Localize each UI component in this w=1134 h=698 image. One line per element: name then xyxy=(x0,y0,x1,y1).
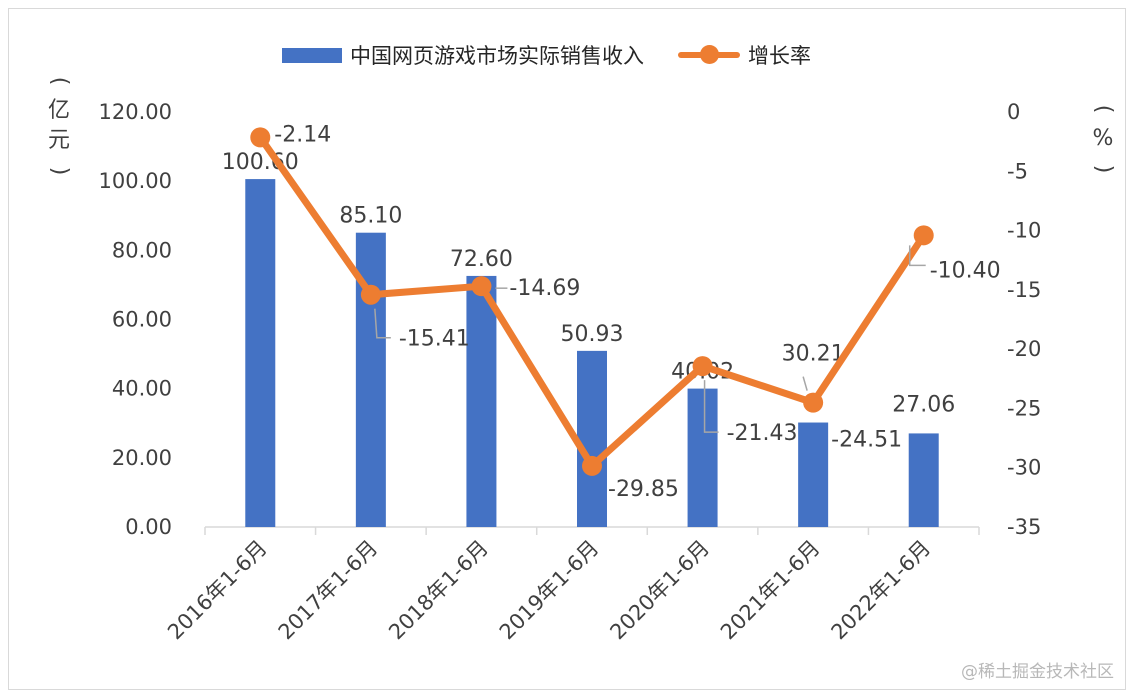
x-category-label: 2019年1-6月 xyxy=(495,536,604,645)
x-category-label: 2020年1-6月 xyxy=(605,536,714,645)
growth-point-label: -21.43 xyxy=(727,421,798,446)
watermark: @稀土掘金技术社区 xyxy=(961,662,1114,682)
y-left-tick-label: 100.00 xyxy=(99,169,172,193)
revenue-bar-label: 72.60 xyxy=(450,247,513,272)
y-left-tick-label: 40.00 xyxy=(112,377,172,401)
y-right-tick-label: -5 xyxy=(1007,159,1028,183)
chart-frame xyxy=(8,8,1126,690)
y-left-tick-label: 0.00 xyxy=(125,515,172,539)
legend-line-swatch xyxy=(678,45,740,64)
right-axis-title: (%) xyxy=(1091,104,1116,174)
legend-bar-swatch xyxy=(282,47,342,63)
legend-bar-label: 中国网页游戏市场实际销售收入 xyxy=(350,44,644,68)
legend: 中国网页游戏市场实际销售收入 增长率 xyxy=(282,40,845,70)
revenue-bar-label: 27.06 xyxy=(892,392,955,417)
growth-point xyxy=(913,225,934,246)
revenue-bar xyxy=(908,433,939,527)
y-right-tick-label: -20 xyxy=(1007,337,1041,361)
y-right-tick-label: -35 xyxy=(1007,515,1041,539)
left-axis-title: (亿元) xyxy=(47,76,72,176)
revenue-bar xyxy=(245,179,276,527)
y-right-tick-label: -30 xyxy=(1007,456,1041,480)
legend-item-revenue: 中国网页游戏市场实际销售收入 xyxy=(282,40,644,70)
revenue-bar xyxy=(687,388,718,527)
growth-point-label: -2.14 xyxy=(274,122,331,147)
label-leader-line xyxy=(908,245,926,267)
legend-item-growth: 增长率 xyxy=(678,40,811,70)
growth-point xyxy=(582,455,602,476)
revenue-bar xyxy=(466,275,497,527)
y-left-tick-label: 60.00 xyxy=(112,308,172,332)
y-left-tick-label: 120.00 xyxy=(99,100,172,124)
y-right-tick-label: -15 xyxy=(1007,278,1041,302)
legend-line-label: 增长率 xyxy=(748,44,811,68)
revenue-bar xyxy=(798,422,829,527)
growth-point-label: -14.69 xyxy=(509,276,580,301)
label-leader-line xyxy=(703,380,719,433)
x-category-label: 2018年1-6月 xyxy=(384,536,493,645)
y-right-tick-label: -10 xyxy=(1007,219,1041,243)
growth-point-label: -29.85 xyxy=(608,477,679,502)
revenue-bar-label: 50.93 xyxy=(561,322,624,347)
growth-point xyxy=(250,127,271,148)
label-leader-line xyxy=(802,376,808,391)
y-right-tick-label: 0 xyxy=(1007,100,1020,124)
x-category-label: 2022年1-6月 xyxy=(827,536,936,645)
revenue-bar xyxy=(577,350,607,527)
growth-point xyxy=(803,392,824,413)
revenue-bar-label: 30.21 xyxy=(782,342,845,367)
growth-point xyxy=(692,356,713,377)
growth-point-label: -24.51 xyxy=(831,428,902,453)
growth-point xyxy=(471,276,492,297)
revenue-bar-label: 85.10 xyxy=(339,204,402,229)
x-category-label: 2016年1-6月 xyxy=(163,536,272,645)
label-leader-line xyxy=(374,308,391,339)
y-right-tick-label: -25 xyxy=(1007,396,1041,420)
y-left-tick-label: 80.00 xyxy=(112,238,172,262)
growth-point xyxy=(360,284,381,305)
x-category-label: 2017年1-6月 xyxy=(274,536,383,645)
y-left-tick-label: 20.00 xyxy=(112,446,172,470)
x-category-label: 2021年1-6月 xyxy=(716,536,825,645)
growth-point-label: -10.40 xyxy=(930,258,1001,283)
growth-point-label: -15.41 xyxy=(399,327,470,352)
